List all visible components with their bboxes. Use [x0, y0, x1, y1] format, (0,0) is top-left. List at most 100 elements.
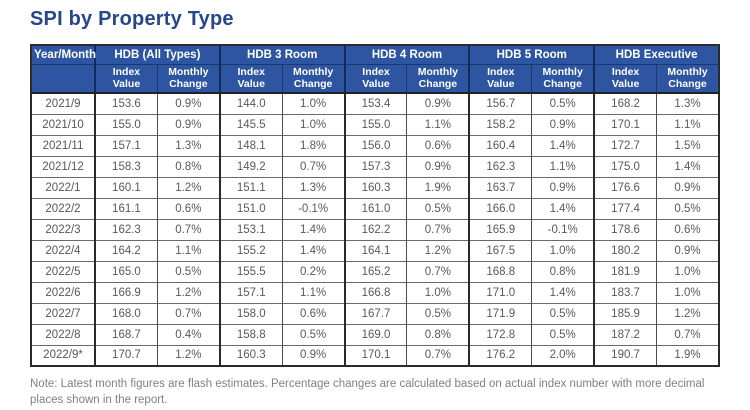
monthly-change-cell: -0.1%: [531, 218, 595, 240]
monthly-change-cell: 1.0%: [281, 113, 345, 135]
subheader-monthly-change: Monthly Change: [281, 63, 346, 94]
index-value-cell: 171.9: [468, 302, 532, 324]
corner-header-year-month: Year/Month: [30, 44, 96, 65]
index-value-cell: 185.9: [593, 302, 657, 324]
subheader-index-value: Index Value: [93, 63, 158, 94]
index-value-cell: 153.4: [343, 92, 407, 114]
monthly-change-cell: -0.1%: [281, 197, 345, 219]
monthly-change-cell: 1.0%: [656, 281, 719, 303]
table-row: 2022/6 166.9 1.2% 157.1 1.1% 166.8 1.0% 171.0 1.…: [30, 281, 719, 303]
index-value-cell: 187.2: [593, 323, 657, 345]
monthly-change-cell: 0.7%: [406, 344, 470, 366]
index-value-cell: 144.0: [218, 92, 283, 114]
index-value-cell: 165.0: [93, 260, 158, 282]
month-cell: 2022/5: [30, 260, 95, 282]
table-row: 2022/3 162.3 0.7% 153.1 1.4% 162.2 0.7% 165.9 -0…: [30, 218, 719, 240]
monthly-change-cell: 0.9%: [156, 113, 220, 135]
index-value-cell: 180.2: [593, 239, 657, 261]
monthly-change-cell: 1.1%: [281, 281, 345, 303]
monthly-change-cell: 1.3%: [281, 176, 345, 198]
index-value-cell: 181.9: [593, 260, 657, 282]
monthly-change-cell: 1.2%: [156, 281, 220, 303]
group-header-hdb-4-room: HDB 4 Room: [343, 44, 470, 65]
monthly-change-cell: 0.9%: [531, 113, 595, 135]
index-value-cell: 153.1: [218, 218, 283, 240]
monthly-change-cell: 0.5%: [531, 302, 595, 324]
monthly-change-cell: 0.5%: [281, 323, 345, 345]
index-value-cell: 175.0: [593, 155, 657, 177]
monthly-change-cell: 1.1%: [656, 113, 719, 135]
group-header-hdb-all-types: HDB (All Types): [94, 44, 221, 65]
monthly-change-cell: 0.6%: [281, 302, 345, 324]
subheader-index-value: Index Value: [593, 63, 658, 94]
index-value-cell: 166.0: [468, 197, 532, 219]
monthly-change-cell: 0.9%: [531, 176, 595, 198]
index-value-cell: 160.1: [93, 176, 158, 198]
table-row: 2022/5 165.0 0.5% 155.5 0.2% 165.2 0.7% 168.8 0.…: [30, 260, 719, 282]
monthly-change-cell: 1.2%: [406, 239, 470, 261]
monthly-change-cell: 1.4%: [656, 155, 719, 177]
index-value-cell: 160.4: [468, 134, 532, 156]
monthly-change-cell: 0.9%: [406, 92, 470, 114]
monthly-change-cell: 0.6%: [156, 197, 220, 219]
monthly-change-cell: 0.9%: [656, 176, 719, 198]
subheader-index-value: Index Value: [343, 63, 408, 94]
group-header-hdb-3-room: HDB 3 Room: [218, 44, 346, 65]
index-value-cell: 157.1: [93, 134, 158, 156]
monthly-change-cell: 1.1%: [531, 155, 595, 177]
monthly-change-cell: 0.7%: [156, 302, 220, 324]
index-value-cell: 145.5: [218, 113, 283, 135]
monthly-change-cell: 0.6%: [406, 134, 470, 156]
monthly-change-cell: 0.9%: [156, 92, 220, 114]
monthly-change-cell: 0.4%: [156, 323, 220, 345]
monthly-change-cell: 0.5%: [406, 197, 470, 219]
page-title: SPI by Property Type: [30, 8, 234, 30]
monthly-change-cell: 1.9%: [656, 344, 719, 366]
index-value-cell: 170.7: [93, 344, 158, 366]
index-value-cell: 160.3: [218, 344, 283, 366]
month-cell: 2021/10: [30, 113, 95, 135]
monthly-change-cell: 1.0%: [406, 281, 470, 303]
monthly-change-cell: 1.4%: [281, 239, 345, 261]
table-row: 2022/2 161.1 0.6% 151.0 -0.1% 161.0 0.5% 166.0 1…: [30, 197, 719, 219]
index-value-cell: 165.2: [343, 260, 407, 282]
index-value-cell: 155.0: [343, 113, 407, 135]
index-value-cell: 161.1: [93, 197, 158, 219]
index-value-cell: 178.6: [593, 218, 657, 240]
index-value-cell: 167.5: [468, 239, 532, 261]
index-value-cell: 166.9: [93, 281, 158, 303]
monthly-change-cell: 0.5%: [156, 260, 220, 282]
index-value-cell: 168.0: [93, 302, 158, 324]
table-row: 2021/9 153.6 0.9% 144.0 1.0% 153.4 0.9% 156.7 0.…: [30, 92, 719, 114]
subheader-monthly-change: Monthly Change: [531, 63, 595, 94]
table-row: 2022/9* 170.7 1.2% 160.3 0.9% 170.1 0.7% 176.2 2…: [30, 344, 719, 366]
month-cell: 2022/4: [30, 239, 95, 261]
index-value-cell: 158.8: [218, 323, 283, 345]
monthly-change-cell: 1.5%: [656, 134, 719, 156]
monthly-change-cell: 1.1%: [406, 113, 470, 135]
monthly-change-cell: 0.9%: [281, 344, 345, 366]
index-value-cell: 155.0: [93, 113, 158, 135]
group-header-hdb-5-room: HDB 5 Room: [468, 44, 595, 65]
table-row: 2022/8 168.7 0.4% 158.8 0.5% 169.0 0.8% 172.8 0.…: [30, 323, 719, 345]
index-value-cell: 164.1: [343, 239, 407, 261]
month-cell: 2022/9*: [30, 344, 95, 366]
index-value-cell: 156.0: [343, 134, 407, 156]
monthly-change-cell: 1.2%: [156, 176, 220, 198]
index-value-cell: 161.0: [343, 197, 407, 219]
index-value-cell: 167.7: [343, 302, 407, 324]
monthly-change-cell: 0.5%: [531, 92, 595, 114]
index-value-cell: 155.2: [218, 239, 283, 261]
index-value-cell: 162.3: [468, 155, 532, 177]
subheader-monthly-change: Monthly Change: [656, 63, 720, 94]
index-value-cell: 151.0: [218, 197, 283, 219]
index-value-cell: 169.0: [343, 323, 407, 345]
subheader-monthly-change: Monthly Change: [156, 63, 221, 94]
subheader-index-value: Index Value: [468, 63, 533, 94]
index-value-cell: 158.2: [468, 113, 532, 135]
index-value-cell: 157.3: [343, 155, 407, 177]
monthly-change-cell: 0.9%: [656, 239, 719, 261]
index-value-cell: 158.0: [218, 302, 283, 324]
index-value-cell: 158.3: [93, 155, 158, 177]
monthly-change-cell: 0.8%: [406, 323, 470, 345]
